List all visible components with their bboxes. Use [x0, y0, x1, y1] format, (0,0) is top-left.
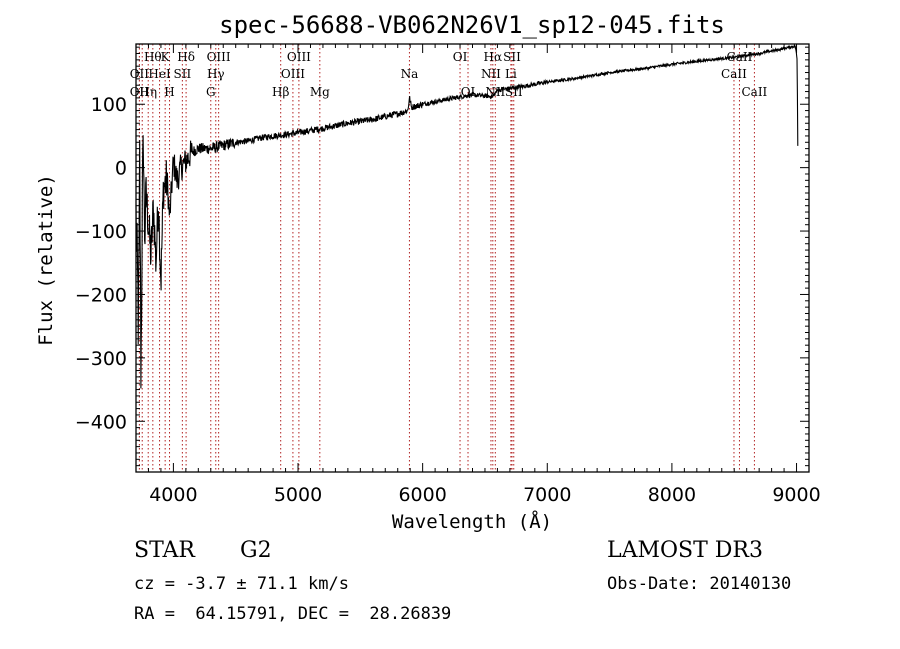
- reference-line-label: OIII: [281, 67, 305, 81]
- object-subclass: G2: [240, 538, 272, 563]
- reference-line-label: Hβ: [272, 85, 289, 99]
- reference-line-label: OIII: [287, 50, 311, 64]
- reference-line-label: Na: [401, 67, 419, 81]
- reference-line-label: CaII: [741, 85, 767, 99]
- plot-frame: [135, 43, 810, 473]
- chart-title: spec-56688-VB062N26V1_sp12-045.fits: [219, 11, 725, 39]
- reference-line-label: Hδ: [177, 50, 195, 64]
- reference-line-label: Hθ: [144, 50, 162, 64]
- reference-lines: [138, 44, 755, 472]
- reference-line-label: HeI: [148, 67, 171, 81]
- reference-line-label: G: [206, 85, 216, 99]
- reference-line-label: H: [164, 85, 174, 99]
- x-tick-label: 6000: [398, 484, 446, 506]
- reference-labels: OIIOIIHηHθHeIKHSIIHδGHγOIIIHβOIIIOIIIMgN…: [130, 50, 768, 99]
- y-tick-label: −100: [75, 221, 127, 243]
- spectrum-line: [135, 43, 799, 389]
- reference-line-label: CaII: [721, 67, 747, 81]
- reference-line-label: OI: [453, 50, 468, 64]
- object-class: STAR: [134, 538, 195, 563]
- axis-ticks: [135, 44, 810, 473]
- reference-line-label: K: [161, 50, 171, 64]
- reference-line-label: Hα: [484, 50, 503, 64]
- reference-line-label: Mg: [310, 85, 330, 99]
- y-tick-label: −300: [75, 348, 127, 370]
- survey-name: LAMOST DR3: [607, 538, 763, 563]
- y-axis-label: Flux (relative): [35, 174, 57, 346]
- reference-line-label: Hη: [139, 85, 157, 99]
- tick-labels: 4000 5000 6000 7000 8000 9000 100 0 −100 −200 −300…: [75, 94, 821, 506]
- reference-line-label: CaII: [727, 50, 753, 64]
- y-tick-label: 0: [115, 158, 127, 180]
- reference-line-label: Hγ: [207, 67, 225, 81]
- sky-coordinates: RA = 64.15791, DEC = 28.26839: [134, 604, 452, 624]
- x-tick-label: 8000: [648, 484, 696, 506]
- reference-line-label: OII: [130, 67, 150, 81]
- reference-line-label: SII: [503, 50, 521, 64]
- x-tick-label: 5000: [274, 484, 322, 506]
- reference-line-label: OIII: [207, 50, 231, 64]
- x-tick-label: 9000: [772, 484, 820, 506]
- x-tick-label: 7000: [523, 484, 571, 506]
- y-tick-label: 100: [91, 94, 127, 116]
- y-tick-label: −400: [75, 411, 127, 433]
- reference-line-label: NII: [481, 67, 501, 81]
- y-tick-label: −200: [75, 284, 127, 306]
- observation-date: Obs-Date: 20140130: [607, 574, 792, 594]
- x-tick-label: 4000: [149, 484, 197, 506]
- redshift-value: cz = -3.7 ± 71.1 km/s: [134, 574, 349, 594]
- reference-line-label: Li: [505, 67, 517, 81]
- x-axis-label: Wavelength (Å): [392, 510, 552, 533]
- reference-line-label: SII: [174, 67, 192, 81]
